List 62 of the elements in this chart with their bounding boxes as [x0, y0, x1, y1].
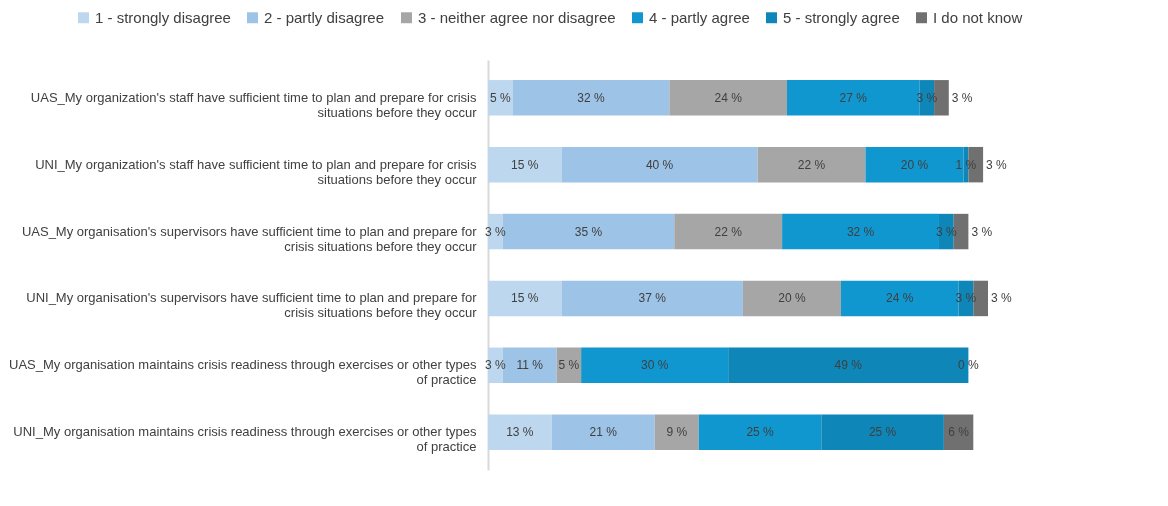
- y-tick-label: UAS_My organisation maintains crisis readiness through exercises or other types of practice: [9, 357, 477, 388]
- data-label: 3 %: [951, 90, 973, 105]
- data-label: 3 %: [485, 224, 507, 239]
- data-label: 15 %: [511, 291, 539, 306]
- bar: [488, 146, 562, 183]
- y-tick-label: UNI_My organization's staff have sufficient time to plan and prepare for crisis situations before they occur: [35, 156, 478, 187]
- data-label: 3 %: [485, 358, 507, 373]
- data-label: 27 %: [839, 90, 868, 105]
- bar: [943, 414, 974, 450]
- data-label: 32 %: [846, 224, 875, 239]
- data-label: 24 %: [714, 90, 743, 105]
- legend-label: 1 - strongly disagree: [95, 8, 231, 26]
- y-tick-label: UAS_My organisation's supervisors have sufficient time to plan and prepare for crisis situations before they occur: [21, 223, 478, 254]
- data-label: 25 %: [746, 425, 775, 440]
- legend-label: I do not know: [933, 8, 1023, 26]
- legend-label: 5 - strongly agree: [783, 8, 900, 26]
- legend-label: 4 - partly agree: [649, 8, 750, 26]
- data-label: 30 %: [640, 358, 669, 373]
- bar: [581, 347, 729, 384]
- data-label: 25 %: [868, 425, 897, 440]
- bar: [488, 414, 552, 450]
- bar: [865, 146, 964, 183]
- bar: [728, 347, 969, 384]
- legend-label: 2 - partly disagree: [264, 8, 385, 26]
- data-label: 20 %: [778, 291, 806, 306]
- bar: [742, 280, 841, 317]
- legend-label: 3 - neither agree nor disagree: [418, 8, 616, 26]
- bar: [561, 146, 758, 183]
- bar: [698, 414, 822, 450]
- y-tick-label: UAS_My organization's staff have sufficient time to plan and prepare for crisis situations before they occur: [30, 89, 478, 120]
- data-label: 20 %: [900, 157, 929, 172]
- data-label: 13 %: [506, 425, 534, 440]
- bar: [512, 80, 670, 116]
- data-label: 5 %: [489, 90, 511, 105]
- data-label: 15 %: [511, 157, 539, 172]
- bar: [654, 414, 699, 450]
- data-label: 40 %: [645, 157, 674, 172]
- bar: [551, 414, 655, 450]
- bar: [669, 80, 788, 116]
- data-label: 0 %: [958, 358, 980, 373]
- bar: [488, 280, 562, 317]
- data-label: 11 %: [516, 358, 544, 373]
- data-label: 3 %: [971, 224, 993, 239]
- data-label: 5 %: [558, 358, 580, 373]
- data-label: 21 %: [589, 425, 618, 440]
- data-label: 9 %: [666, 425, 688, 440]
- bar: [757, 146, 866, 183]
- bar: [561, 280, 743, 317]
- data-label: 22 %: [797, 157, 826, 172]
- bar: [821, 414, 944, 450]
- bar: [488, 80, 513, 116]
- data-label: 49 %: [834, 358, 863, 373]
- data-label: 37 %: [638, 291, 667, 306]
- y-tick-label: UNI_My organisation maintains crisis readiness through exercises or other types of practice: [13, 424, 477, 455]
- data-label: 24 %: [886, 291, 914, 306]
- data-label: 32 %: [577, 90, 605, 105]
- data-label: 35 %: [574, 224, 603, 239]
- data-label: 22 %: [714, 224, 743, 239]
- bar: [674, 213, 783, 250]
- data-label: 3 %: [986, 157, 1008, 172]
- y-tick-label: UNI_My organisation's supervisors have sufficient time to plan and prepare for crisis situations before they occur: [26, 290, 478, 321]
- data-label: 3 %: [991, 291, 1013, 306]
